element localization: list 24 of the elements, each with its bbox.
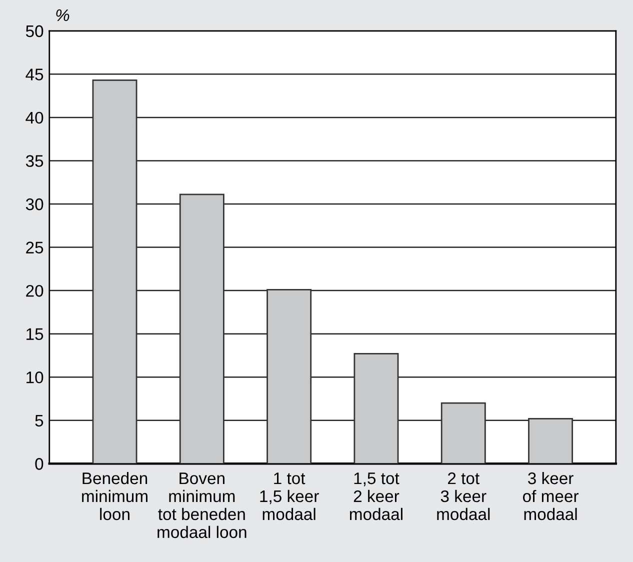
x-tick-label: 3 keer of meer modaal — [522, 472, 579, 520]
y-tick-label: 15 — [26, 328, 44, 340]
bar — [179, 194, 224, 464]
bar — [266, 288, 312, 464]
x-tick-label: Beneden minimum loon — [82, 472, 148, 520]
bar — [440, 402, 486, 464]
x-tick-label: 2 tot 3 keer modaal — [437, 472, 490, 520]
y-tick-label: 5 — [35, 414, 44, 427]
y-tick-label: 35 — [26, 155, 44, 167]
bar — [92, 80, 138, 464]
y-tick-label: 10 — [26, 372, 44, 384]
y-tick-label: 50 — [26, 25, 44, 38]
y-tick-label: 0 — [35, 458, 44, 470]
y-tick-label: 20 — [26, 284, 44, 297]
x-tick-label: 1 tot 1,5 keer modaal — [260, 472, 319, 520]
y-tick-label: 25 — [26, 242, 44, 254]
bar — [528, 418, 574, 464]
y-tick-label: 40 — [26, 112, 44, 124]
x-tick-label: 1,5 tot 2 keer modaal — [350, 472, 402, 520]
y-axis-title: % — [56, 9, 70, 22]
y-tick-label: 45 — [26, 68, 44, 80]
y-tick-label: 30 — [26, 198, 44, 210]
x-tick-label: Boven minimum tot beneden modaal loon — [158, 472, 246, 538]
bar — [354, 353, 399, 464]
